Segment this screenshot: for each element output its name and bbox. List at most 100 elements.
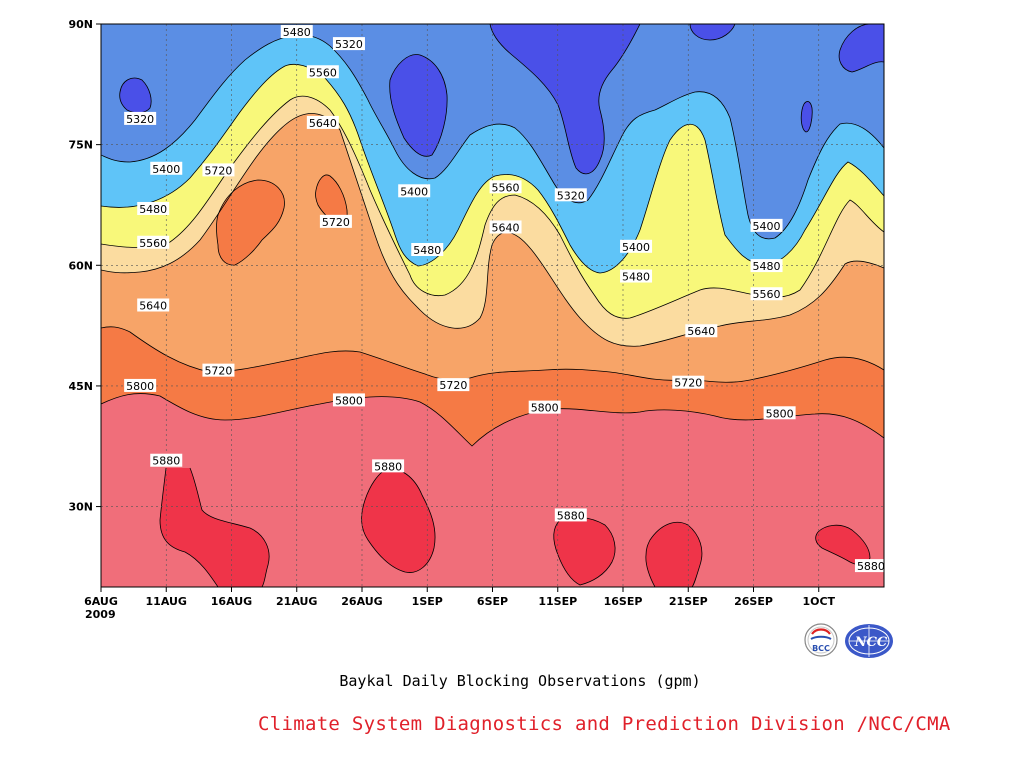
contour-label: 5720 [204, 164, 232, 177]
contour-label-bg [750, 259, 783, 273]
contour-line-5720-hi-a [216, 179, 285, 266]
contour-label: 5720 [322, 216, 350, 229]
x-tick-label: 11SEP [538, 595, 577, 608]
contour-label: 5640 [492, 221, 520, 234]
contour-label-bg [332, 37, 365, 51]
y-tick-label: 75N [68, 139, 93, 152]
contour-label: 5560 [309, 66, 337, 79]
contour-bands [101, 24, 884, 587]
contour-label-bg [620, 269, 653, 283]
x-tick-label: 6SEP [477, 595, 508, 608]
x-tick-label: 11AUG [146, 595, 187, 608]
contour-label-bg [124, 378, 157, 392]
contour-label-bg [750, 218, 783, 232]
high-5880-5 [815, 525, 870, 565]
bcc-logo: BCC [803, 620, 839, 662]
contour-label: 5880 [857, 560, 885, 573]
contour-label: 5400 [622, 241, 650, 254]
contour-label-bg [554, 508, 587, 522]
contour-line-5400 [101, 34, 884, 240]
x-tick-label: 26AUG [341, 595, 382, 608]
contour-label-bg [137, 298, 170, 312]
contour-label: 5400 [152, 163, 180, 176]
band-5320-5400 [101, 24, 884, 239]
contour-line-5880-a [159, 467, 270, 587]
contour-label-bg [763, 406, 796, 420]
contour-label: 5720 [439, 379, 467, 392]
x-year-label: 2009 [85, 608, 116, 621]
x-tick-label: 16SEP [604, 595, 643, 608]
contour-label-bg [280, 25, 313, 39]
high-5720-center [315, 174, 348, 227]
contour-label-bg [150, 453, 183, 467]
contour-label-bg [306, 65, 339, 79]
contour-label: 5640 [687, 325, 715, 338]
contour-label-bg [489, 220, 522, 234]
contour-line-5880-b [361, 468, 436, 573]
high-5880-3 [553, 517, 616, 585]
contour-line-5320-c [119, 77, 152, 114]
contour-label: 5560 [492, 181, 520, 194]
low-north-center [490, 24, 640, 174]
contour-label: 5480 [753, 260, 781, 273]
contour-label-bg [137, 201, 170, 215]
contour-label-bg [137, 235, 170, 249]
contour-label: 5480 [413, 244, 441, 257]
contour-label: 5400 [753, 220, 781, 233]
low-north-far-right [839, 24, 884, 72]
contour-label-bg [124, 111, 157, 125]
ncc-logo: NCC [843, 622, 895, 660]
x-tick-label: 16AUG [211, 595, 252, 608]
contour-label-bg [150, 161, 183, 175]
high-5880-2 [361, 468, 436, 573]
contour-label: 5480 [139, 203, 167, 216]
contour-line-5880-c [553, 516, 616, 586]
contour-label-bg [620, 239, 653, 253]
x-tick-label: 6AUG [84, 595, 118, 608]
contour-label-bg [411, 243, 444, 257]
contour-line-5320-a [489, 24, 641, 175]
contour-label-bg [672, 375, 705, 389]
contour-line-5640 [101, 113, 884, 347]
contour-label: 5880 [557, 509, 585, 522]
low-5320-top [389, 54, 448, 157]
contour-label: 5800 [335, 394, 363, 407]
contour-line-5880-d [645, 521, 703, 587]
contour-label-bg [554, 188, 587, 202]
y-tick-label: 90N [68, 18, 93, 31]
contour-label-bg [750, 287, 783, 301]
x-tick-label: 21SEP [669, 595, 708, 608]
contour-label-bg [854, 559, 887, 573]
contour-line-5320-f [800, 101, 813, 133]
contour-label: 5320 [126, 113, 154, 126]
y-tick-label: 30N [68, 501, 93, 514]
contour-label: 5640 [309, 117, 337, 130]
contour-label-bg [528, 400, 561, 414]
x-tick-label: 1OCT [802, 595, 835, 608]
contour-label: 5400 [400, 185, 428, 198]
contour-label-bg [372, 459, 405, 473]
svg-text:BCC: BCC [812, 644, 830, 653]
x-tick-label: 1SEP [412, 595, 443, 608]
credit-line: Climate System Diagnostics and Predictio… [258, 713, 951, 735]
x-tick-label: 26SEP [734, 595, 773, 608]
contour-label-bg [398, 184, 431, 198]
contour-line-5320-d [689, 24, 736, 41]
chart-title: Baykal Daily Blocking Observations (gpm) [339, 672, 701, 690]
contour-label: 5560 [753, 288, 781, 301]
contour-label: 5720 [204, 365, 232, 378]
contour-label: 5880 [152, 455, 180, 468]
contour-label-bg [332, 393, 365, 407]
x-tick-label: 21AUG [276, 595, 317, 608]
contour-label-bg [489, 180, 522, 194]
contour-label-bg [202, 163, 235, 177]
high-5720-left [216, 180, 285, 266]
contour-label-bg [319, 214, 352, 228]
low-north-dot [801, 101, 813, 132]
contour-label-bg [685, 324, 718, 338]
contour-label: 5720 [674, 377, 702, 390]
contour-label: 5320 [335, 38, 363, 51]
high-5880-1 [160, 468, 270, 587]
high-5880-4 [645, 522, 702, 587]
contour-line-5320-b [389, 54, 448, 157]
